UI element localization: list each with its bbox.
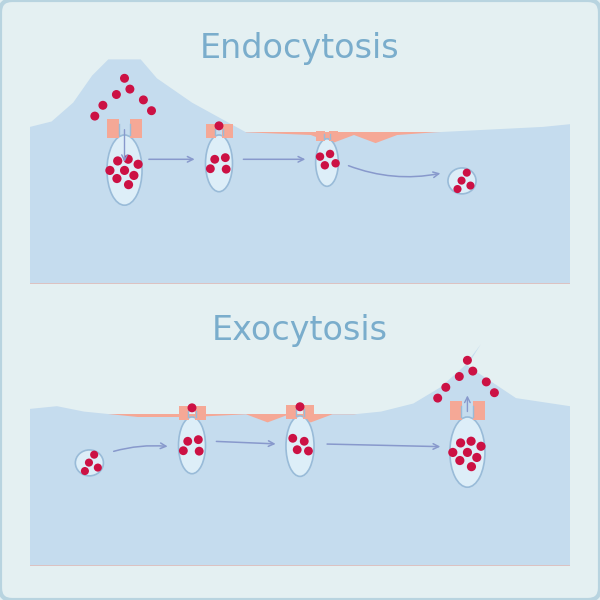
Ellipse shape bbox=[316, 139, 338, 186]
Circle shape bbox=[482, 378, 490, 386]
Circle shape bbox=[94, 464, 102, 472]
Circle shape bbox=[304, 446, 313, 455]
Circle shape bbox=[90, 451, 98, 459]
Bar bbox=[195, 406, 205, 420]
Circle shape bbox=[296, 403, 304, 410]
Circle shape bbox=[211, 155, 219, 164]
Circle shape bbox=[472, 453, 481, 462]
Polygon shape bbox=[30, 338, 570, 565]
Bar bbox=[222, 124, 233, 137]
Circle shape bbox=[455, 456, 464, 465]
Circle shape bbox=[326, 150, 334, 158]
Circle shape bbox=[221, 153, 230, 162]
Circle shape bbox=[179, 446, 188, 455]
Circle shape bbox=[113, 91, 120, 98]
Circle shape bbox=[222, 165, 230, 173]
Circle shape bbox=[491, 389, 498, 397]
Bar bbox=[107, 119, 119, 137]
Circle shape bbox=[331, 159, 340, 167]
Bar bbox=[130, 119, 142, 137]
Ellipse shape bbox=[205, 135, 233, 192]
Bar bbox=[286, 405, 297, 419]
Ellipse shape bbox=[450, 417, 485, 487]
Bar bbox=[316, 131, 325, 142]
Circle shape bbox=[455, 373, 463, 380]
Circle shape bbox=[469, 367, 476, 375]
Circle shape bbox=[466, 182, 475, 190]
Circle shape bbox=[454, 185, 461, 193]
Circle shape bbox=[124, 180, 133, 189]
Ellipse shape bbox=[76, 450, 103, 476]
Circle shape bbox=[442, 383, 449, 391]
Circle shape bbox=[126, 85, 134, 93]
Circle shape bbox=[194, 435, 203, 444]
Ellipse shape bbox=[286, 416, 314, 476]
Circle shape bbox=[124, 155, 133, 164]
Ellipse shape bbox=[179, 417, 205, 474]
Circle shape bbox=[300, 437, 308, 446]
Circle shape bbox=[121, 74, 128, 82]
Bar bbox=[30, 132, 570, 283]
Circle shape bbox=[293, 445, 302, 454]
Circle shape bbox=[316, 152, 324, 161]
Circle shape bbox=[215, 122, 223, 130]
Bar bbox=[30, 414, 570, 565]
Circle shape bbox=[188, 404, 196, 412]
Circle shape bbox=[148, 107, 155, 115]
Ellipse shape bbox=[448, 168, 476, 194]
Bar bbox=[450, 401, 462, 420]
Circle shape bbox=[289, 434, 297, 443]
Circle shape bbox=[99, 101, 107, 109]
Circle shape bbox=[457, 176, 466, 185]
Text: Exocytosis: Exocytosis bbox=[212, 314, 388, 347]
Bar bbox=[303, 405, 314, 419]
Circle shape bbox=[466, 437, 476, 446]
Circle shape bbox=[434, 394, 442, 402]
Circle shape bbox=[91, 112, 98, 120]
Circle shape bbox=[85, 458, 93, 467]
Circle shape bbox=[320, 161, 329, 170]
Circle shape bbox=[206, 164, 215, 173]
Bar bbox=[179, 406, 189, 420]
Circle shape bbox=[463, 169, 471, 177]
Circle shape bbox=[134, 160, 143, 169]
Circle shape bbox=[456, 439, 465, 448]
Circle shape bbox=[113, 157, 122, 166]
Text: Endocytosis: Endocytosis bbox=[200, 32, 400, 65]
Bar bbox=[205, 124, 216, 137]
Circle shape bbox=[476, 442, 485, 451]
Circle shape bbox=[81, 467, 89, 475]
Circle shape bbox=[106, 166, 115, 175]
Bar bbox=[329, 131, 338, 142]
Circle shape bbox=[120, 166, 129, 175]
Circle shape bbox=[467, 462, 476, 471]
Ellipse shape bbox=[107, 135, 142, 205]
Circle shape bbox=[140, 96, 147, 104]
Circle shape bbox=[463, 448, 472, 457]
Circle shape bbox=[184, 437, 192, 446]
Circle shape bbox=[112, 174, 122, 183]
Circle shape bbox=[195, 447, 203, 455]
Polygon shape bbox=[30, 59, 570, 283]
Circle shape bbox=[464, 356, 471, 364]
Bar bbox=[473, 401, 485, 420]
Circle shape bbox=[448, 448, 457, 457]
Circle shape bbox=[130, 171, 139, 180]
